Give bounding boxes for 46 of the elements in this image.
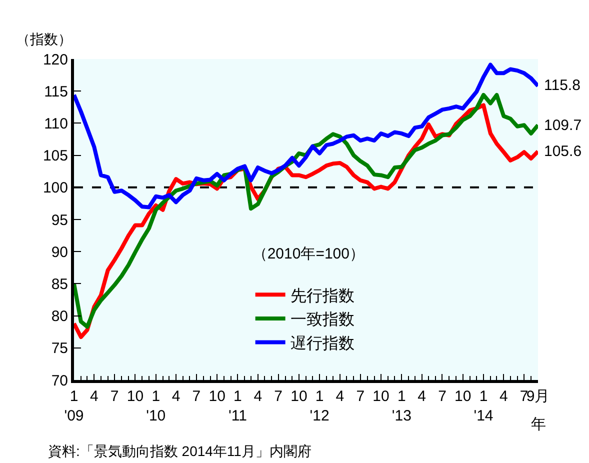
x-tick-label: 7 [274, 388, 282, 405]
x-tick-label: 7 [110, 388, 119, 405]
x-tick-label: 4 [90, 388, 98, 405]
x-tick-label: 1 '14 [474, 388, 494, 424]
line-series [74, 62, 538, 210]
x-tick-label: 4 [172, 388, 180, 405]
x-tick-label: 10 [126, 388, 144, 405]
y-tick-label: 75 [51, 340, 68, 358]
x-axis-title: 年 [531, 416, 546, 433]
y-tick-label: 110 [44, 115, 68, 132]
y-tick-label: 100 [42, 180, 68, 197]
x-tick-label: 1 '10 [146, 388, 166, 424]
y-tick-label: 90 [51, 244, 68, 261]
x-tick-label: 10 [208, 388, 226, 405]
y-tick-label: 95 [51, 212, 68, 229]
x-tick-label: 10 [372, 388, 390, 405]
y-tick-label: 80 [51, 308, 68, 326]
x-tick-label: 4 [336, 388, 344, 405]
annotation: 105.6 [544, 143, 582, 160]
x-tick-label: 4 [418, 388, 426, 405]
x-tick-label: 1 '12 [310, 388, 330, 424]
x-tick-label: 7 [438, 388, 446, 405]
x-tick-label: 1 '13 [392, 388, 412, 424]
y-tick-label: 85 [51, 276, 68, 293]
y-tick-label: 120 [42, 51, 68, 68]
y-tick-label: 70 [51, 372, 68, 390]
y-axis-title: （指数） [16, 31, 72, 47]
x-tick-label: 4 [500, 388, 508, 405]
y-tick-label: 115 [44, 83, 68, 100]
x-tick-label: 7 [192, 388, 201, 405]
x-tick-label: 1 '11 [228, 388, 247, 424]
text: 資料:「景気動向指数 2014年11月」内閣府 [48, 443, 312, 459]
x-tick-label: 10 [290, 388, 308, 405]
legend-label: 一致指数 [290, 310, 354, 329]
annotation: 109.7 [544, 117, 582, 134]
x-tick-label: 9月 [526, 388, 550, 405]
x-tick-label: 4 [254, 388, 262, 405]
y-tick-label: 105 [42, 148, 68, 165]
legend-title: （2010年=100） [252, 245, 364, 262]
x-tick-label: 10 [454, 388, 472, 405]
x-tick-label: 7 [356, 388, 365, 405]
annotation: 115.8 [544, 77, 580, 94]
x-tick-label: 1 '09 [64, 388, 84, 424]
legend-label: 遅行指数 [290, 334, 354, 352]
x-tick-label: 7 [520, 388, 528, 405]
legend-label: 先行指数 [290, 286, 354, 305]
